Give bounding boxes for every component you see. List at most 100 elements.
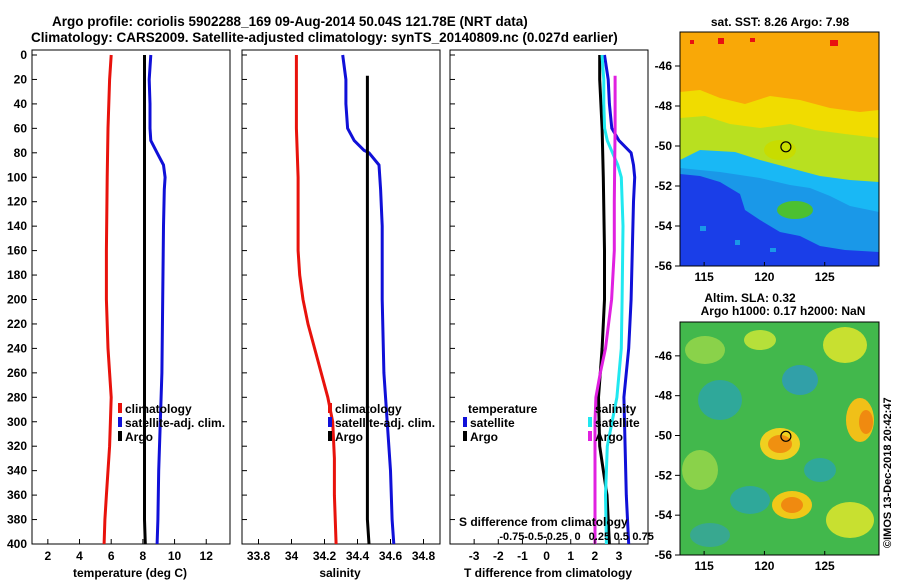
x-tick-label: 10 xyxy=(168,549,182,563)
sst-red-pixels xyxy=(830,40,838,46)
depth-tick-label: 60 xyxy=(14,121,28,135)
sst-red-pixels xyxy=(690,40,694,44)
x-tick-label: -1 xyxy=(517,549,528,563)
sla-blob xyxy=(859,410,873,434)
sst-scatter-pixels xyxy=(770,248,776,252)
sla-blob xyxy=(781,497,803,513)
map-y-tick-label: -48 xyxy=(655,99,673,113)
legend-swatch-t-argo xyxy=(463,431,467,441)
legend-swatch-s-argo xyxy=(588,431,592,441)
chart-title-line1: Argo profile: coriolis 5902288_169 09-Au… xyxy=(52,14,528,29)
depth-tick-label: 200 xyxy=(7,293,27,307)
legend-swatch-satellite xyxy=(328,417,332,427)
legend-swatch-s-satellite xyxy=(588,417,592,427)
x-tick-label: 8 xyxy=(140,549,147,563)
map-y-tick-label: -50 xyxy=(655,429,673,443)
sst-green-eddy xyxy=(777,201,813,219)
x-tick-label: 1 xyxy=(567,549,574,563)
depth-tick-label: 160 xyxy=(7,244,27,258)
x-tick-label: 33.8 xyxy=(247,549,271,563)
x-tick-label: 4 xyxy=(76,549,83,563)
legend-swatch-climatology xyxy=(118,403,122,413)
difference-series xyxy=(593,54,637,544)
difference-legend: temperature satellite Argo salinity sate… xyxy=(463,402,640,444)
difference-xlabel: T difference from climatology xyxy=(464,566,632,580)
depth-tick-label: 280 xyxy=(7,390,27,404)
legend-label-temperature: temperature xyxy=(468,402,538,416)
sla-blob xyxy=(826,502,874,538)
series-line-s-satellite xyxy=(600,54,625,544)
sla-map xyxy=(680,322,879,555)
legend-swatch-satellite xyxy=(118,417,122,427)
temperature-xlabel: temperature (deg C) xyxy=(73,566,187,580)
map-x-tick-label: 120 xyxy=(754,270,774,284)
temperature-panel xyxy=(31,49,231,545)
temperature-legend: climatology satellite-adj. clim. Argo xyxy=(118,402,225,444)
map-x-tick-label: 120 xyxy=(754,559,774,573)
depth-tick-label: 380 xyxy=(7,513,27,527)
depth-axis: 0 20 40 60 80 100 120 140 160 180 200 220 240 260 280 3… xyxy=(7,48,455,551)
sst-blue-region xyxy=(680,174,879,266)
difference-panel xyxy=(449,49,649,545)
sla-map-subtitle: Argo h1000: 0.17 h2000: NaN xyxy=(701,304,866,318)
x-tick-label: -2 xyxy=(493,549,504,563)
map-y-tick-label: -54 xyxy=(655,219,673,233)
map-x-tick-label: 115 xyxy=(694,270,714,284)
depth-tick-label: 100 xyxy=(7,170,27,184)
salinity-series xyxy=(294,54,396,544)
legend-label-argo: Argo xyxy=(125,430,153,444)
map-y-tick-label: -48 xyxy=(655,389,673,403)
depth-tick-label: 0 xyxy=(20,48,27,62)
map-y-tick-label: -54 xyxy=(655,508,673,522)
depth-tick-label: 40 xyxy=(14,97,28,111)
sla-blob xyxy=(730,486,770,514)
x-tick-label: 34.8 xyxy=(412,549,436,563)
depth-tick-label: 260 xyxy=(7,366,27,380)
sla-blob xyxy=(823,327,867,363)
legend-label-salinity: salinity xyxy=(595,402,637,416)
credit-text: ©IMOS 13-Dec-2018 20:42:47 xyxy=(882,397,894,548)
sst-map-frame xyxy=(679,31,880,267)
sst-red-pixels xyxy=(750,38,755,42)
x2-tick-label: 0.5 xyxy=(614,531,629,543)
sla-blob xyxy=(698,380,742,420)
sst-red-pixels xyxy=(718,38,724,44)
legend-label-climatology: climatology xyxy=(335,402,402,416)
x-tick-label: -3 xyxy=(469,549,480,563)
series-line-t-satellite xyxy=(603,54,637,544)
map-x-tick-label: 115 xyxy=(694,559,714,573)
map-y-tick-label: -52 xyxy=(655,468,673,482)
x-tick-label: 6 xyxy=(108,549,115,563)
x-tick-label: 3 xyxy=(616,549,623,563)
sla-map-frame xyxy=(679,321,880,556)
series-line-climatology xyxy=(294,55,338,544)
temperature-series xyxy=(102,54,167,544)
depth-tick-label: 340 xyxy=(7,464,27,478)
map-y-tick-label: -50 xyxy=(655,139,673,153)
sla-blob xyxy=(804,458,836,482)
depth-tick-label: 220 xyxy=(7,317,27,331)
legend-label-t-satellite: satellite xyxy=(470,416,515,430)
sla-map-title: Altim. SLA: 0.32 xyxy=(704,291,796,305)
series-line-satellite-adj-clim- xyxy=(147,54,167,544)
sst-yellow-eddy xyxy=(764,140,796,160)
legend-label-t-argo: Argo xyxy=(470,430,498,444)
x-tick-label: 12 xyxy=(200,549,214,563)
depth-tick-label: 300 xyxy=(7,415,27,429)
depth-tick-label: 360 xyxy=(7,488,27,502)
x2-tick-label: 0 xyxy=(574,531,580,543)
sst-map xyxy=(680,32,879,266)
sla-blob xyxy=(782,365,818,395)
series-line-satellite-adj-clim- xyxy=(341,54,396,544)
map-y-tick-label: -56 xyxy=(655,259,673,273)
series-line-climatology xyxy=(102,54,113,544)
x-tick-label: 34.4 xyxy=(346,549,370,563)
series-line-t-argo xyxy=(597,55,611,544)
legend-label-argo: Argo xyxy=(335,430,363,444)
map-x-tick-label: 125 xyxy=(815,270,835,284)
x2-tick-label: -0.25 xyxy=(543,531,568,543)
map-y-tick-label: -52 xyxy=(655,179,673,193)
sla-blob xyxy=(744,330,776,350)
sla-blob xyxy=(768,435,792,453)
